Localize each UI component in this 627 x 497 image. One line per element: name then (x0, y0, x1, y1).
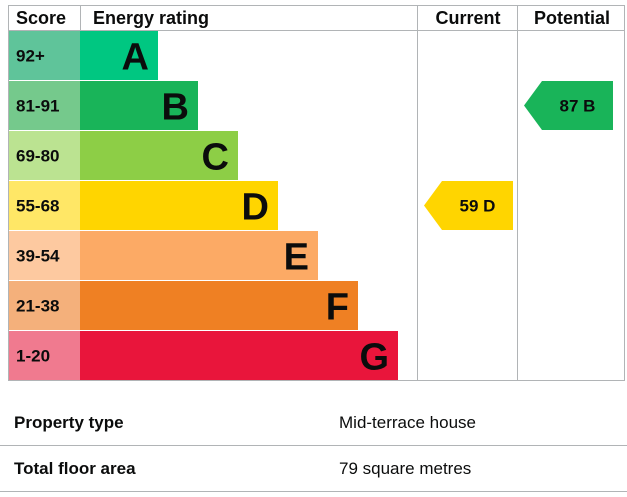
property-type-label: Property type (14, 413, 124, 432)
score-cell-c (9, 131, 80, 180)
rating-letter-e: E (284, 237, 309, 279)
rating-bar-f (80, 281, 358, 330)
score-cell-b (9, 81, 80, 130)
score-label-f: 21-38 (16, 297, 59, 316)
rating-bar-d (80, 181, 278, 230)
rating-bar-e (80, 231, 318, 280)
current-header: Current (435, 8, 500, 28)
rating-bands: 92+ A 81-91 B 69-80 C 55-68 D 39-54 E 21-38 F 1-20 G (9, 31, 398, 380)
rating-letter-c: C (202, 137, 229, 179)
property-type-value: Mid-terrace house (339, 413, 477, 432)
rating-bar-g (80, 331, 398, 380)
floor-area-value: 79 square metres (339, 459, 472, 478)
score-cell-a (9, 31, 80, 80)
chart-frame (8, 5, 625, 381)
score-cell-d (9, 181, 80, 230)
epc-chart: Score Energy rating Current Potential 92… (8, 5, 625, 381)
score-label-g: 1-20 (16, 347, 50, 366)
score-label-e: 39-54 (16, 247, 60, 266)
rating-bar-b (80, 81, 198, 130)
score-label-b: 81-91 (16, 97, 59, 116)
rating-bar-a (80, 31, 158, 80)
rating-arrows: 59 D 87 B (424, 81, 613, 230)
score-label-a: 92+ (16, 47, 45, 66)
score-label-d: 55-68 (16, 197, 59, 216)
potential-rating-arrow (524, 81, 613, 130)
rating-letter-a: A (122, 37, 149, 79)
potential-rating-arrow-label: 87 B (560, 97, 596, 116)
score-label-c: 69-80 (16, 147, 59, 166)
energy-rating-header: Energy rating (93, 8, 209, 28)
rating-bar-c (80, 131, 238, 180)
rating-letter-f: F (326, 287, 349, 329)
potential-header: Potential (534, 8, 610, 28)
property-summary: Property type Mid-terrace house Total fl… (0, 400, 627, 492)
rating-letter-g: G (359, 337, 389, 379)
property-type-row: Property type Mid-terrace house (0, 400, 627, 446)
rating-letter-b: B (162, 87, 189, 129)
score-cell-f (9, 281, 80, 330)
current-rating-arrow-label: 59 D (460, 197, 496, 216)
score-cell-e (9, 231, 80, 280)
rating-letter-d: D (242, 187, 269, 229)
score-header: Score (16, 8, 66, 28)
floor-area-row: Total floor area 79 square metres (0, 446, 627, 492)
floor-area-label: Total floor area (14, 459, 136, 478)
current-rating-arrow (424, 181, 513, 230)
score-cell-g (9, 331, 80, 380)
